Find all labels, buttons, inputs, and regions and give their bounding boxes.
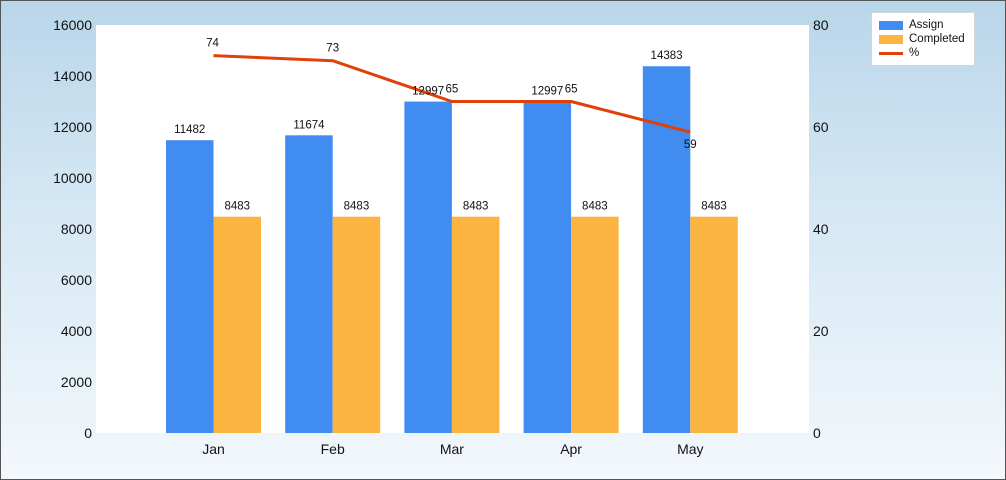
bar-completed xyxy=(571,216,619,433)
data-label-assign: 14383 xyxy=(651,50,683,62)
bar-completed xyxy=(451,216,500,433)
legend-swatch-percent xyxy=(879,51,903,55)
y-right-tick-label: 40 xyxy=(813,221,829,237)
legend-swatch-assign xyxy=(879,20,903,30)
y-left-tick-label: 14000 xyxy=(53,68,92,84)
data-label-percent: 74 xyxy=(206,38,219,50)
data-label-completed: 8483 xyxy=(224,201,250,213)
bar-assign xyxy=(404,101,452,433)
data-label-assign: 12997 xyxy=(412,86,444,98)
bar-assign xyxy=(523,101,572,433)
legend-label-percent: % xyxy=(909,47,920,59)
y-left-tick-label: 8000 xyxy=(61,221,92,237)
legend-item-percent: % xyxy=(879,46,974,60)
data-label-assign: 11674 xyxy=(293,119,325,131)
y-left-tick-label: 4000 xyxy=(61,323,92,339)
x-tick-label: Mar xyxy=(440,441,464,457)
legend-label-assign: Assign xyxy=(909,19,944,31)
data-label-percent: 59 xyxy=(684,139,697,151)
data-label-assign: 11482 xyxy=(174,124,205,136)
y-left-tick-label: 6000 xyxy=(61,272,92,288)
y-right-tick-label: 60 xyxy=(813,119,829,135)
legend-label-completed: Completed xyxy=(909,33,965,45)
y-right-tick-label: 20 xyxy=(813,323,829,339)
data-label-percent: 73 xyxy=(326,43,339,55)
line-percent xyxy=(213,54,691,134)
data-label-completed: 8483 xyxy=(344,201,370,213)
y-left-tick-label: 16000 xyxy=(53,17,92,33)
y-left-tick-label: 10000 xyxy=(53,170,92,186)
legend: Assign Completed % xyxy=(871,12,975,66)
bar-completed xyxy=(213,216,261,433)
legend-item-completed: Completed xyxy=(879,32,974,46)
legend-swatch-completed xyxy=(879,34,903,44)
data-label-assign: 12997 xyxy=(531,86,563,98)
y-left-tick-label: 2000 xyxy=(61,374,92,390)
data-label-percent: 65 xyxy=(446,84,459,96)
bar-completed xyxy=(332,216,381,433)
x-tick-label: May xyxy=(677,441,703,457)
y-right-tick-label: 80 xyxy=(813,17,829,33)
x-tick-label: Apr xyxy=(560,441,582,457)
legend-item-assign: Assign xyxy=(879,18,974,32)
y-left-tick-label: 12000 xyxy=(53,119,92,135)
data-label-completed: 8483 xyxy=(701,201,727,213)
data-label-percent: 65 xyxy=(565,84,578,96)
bar-assign xyxy=(285,135,333,434)
y-left-tick-label: 0 xyxy=(84,425,92,441)
y-right-tick-label: 0 xyxy=(813,425,821,441)
bar-completed xyxy=(690,216,738,433)
x-tick-label: Jan xyxy=(202,441,225,457)
data-label-completed: 8483 xyxy=(582,201,608,213)
bar-assign xyxy=(166,140,214,434)
data-label-completed: 8483 xyxy=(463,201,489,213)
x-tick-label: Feb xyxy=(321,441,345,457)
